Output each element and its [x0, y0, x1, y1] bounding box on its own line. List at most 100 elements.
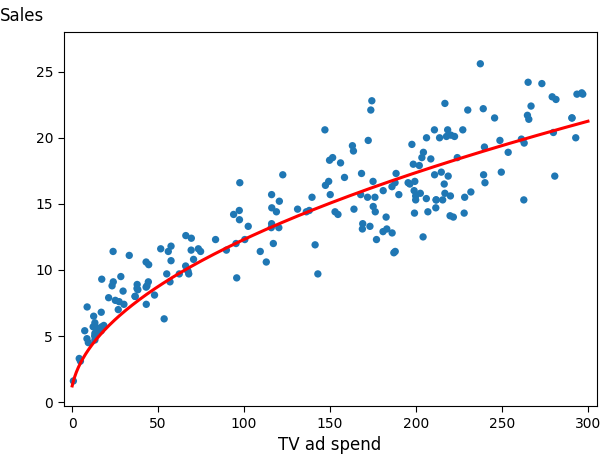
Point [89, 313, 99, 320]
Point [418, 148, 428, 156]
Point [578, 90, 588, 98]
Point [99, 322, 108, 329]
Point [431, 196, 441, 204]
Point [301, 208, 311, 215]
Point [184, 270, 194, 278]
Point [156, 245, 166, 253]
Point [405, 180, 415, 188]
Point [310, 241, 320, 248]
Point [211, 236, 220, 243]
Point [480, 179, 490, 186]
Point [394, 191, 404, 198]
Point [431, 196, 441, 204]
Point [90, 330, 100, 337]
Point [93, 325, 102, 332]
Point [440, 100, 450, 107]
Point [567, 114, 577, 122]
Point [370, 194, 380, 201]
Point [269, 240, 278, 247]
Point [166, 257, 176, 265]
Point [195, 248, 205, 255]
Point [272, 208, 281, 215]
Point [357, 170, 367, 177]
Point [567, 114, 577, 122]
Point [446, 131, 456, 139]
Point [577, 89, 586, 96]
Point [244, 223, 253, 230]
Point [410, 209, 420, 217]
Point [108, 248, 118, 255]
Point [466, 188, 476, 195]
X-axis label: TV ad spend: TV ad spend [278, 436, 382, 454]
Point [387, 229, 397, 236]
Point [523, 78, 533, 86]
Point [363, 194, 373, 201]
Point [163, 248, 173, 255]
Point [435, 134, 445, 142]
Point [390, 248, 400, 255]
Point [313, 270, 323, 278]
Point [519, 139, 529, 147]
Point [421, 134, 431, 142]
Point [194, 245, 203, 253]
Point [110, 297, 120, 304]
Point [231, 240, 241, 247]
Point [503, 148, 513, 156]
Point [186, 235, 196, 242]
Point [132, 281, 142, 288]
Point [76, 357, 85, 365]
Point [417, 154, 427, 161]
Point [463, 106, 473, 114]
Point [74, 355, 84, 362]
Point [181, 232, 191, 239]
Point [325, 157, 334, 164]
Point [368, 177, 378, 185]
Point [333, 211, 343, 218]
Point [141, 258, 151, 266]
Point [88, 323, 98, 331]
Point [267, 204, 276, 212]
Point [142, 282, 152, 290]
Point [496, 168, 506, 176]
Point [459, 209, 469, 217]
Point [519, 196, 529, 204]
Point [438, 196, 448, 204]
Point [108, 278, 118, 285]
Point [443, 126, 452, 134]
Point [366, 106, 376, 114]
Point [445, 212, 455, 219]
Point [440, 189, 450, 197]
Point [365, 223, 375, 230]
Point [304, 207, 314, 214]
Point [141, 284, 151, 291]
Point [364, 137, 373, 144]
Point [423, 208, 433, 215]
Point [181, 262, 191, 270]
Point [91, 328, 101, 336]
Point [267, 191, 276, 198]
Point [439, 180, 449, 188]
Point [437, 168, 446, 176]
Point [330, 208, 340, 215]
Point [426, 155, 435, 163]
Point [104, 294, 113, 301]
Point [418, 233, 428, 241]
Point [403, 179, 413, 186]
Point [324, 177, 334, 185]
Point [390, 179, 400, 186]
Point [349, 206, 359, 213]
Point [414, 162, 424, 169]
Point [430, 171, 440, 178]
Point [240, 236, 250, 243]
Point [97, 323, 107, 331]
Point [232, 274, 242, 282]
Point [116, 273, 125, 280]
Point [113, 306, 123, 313]
Point [516, 136, 526, 143]
Point [82, 335, 92, 343]
Point [550, 172, 560, 180]
Point [222, 247, 231, 254]
Point [411, 196, 421, 204]
Point [97, 276, 107, 283]
Point [547, 93, 557, 100]
